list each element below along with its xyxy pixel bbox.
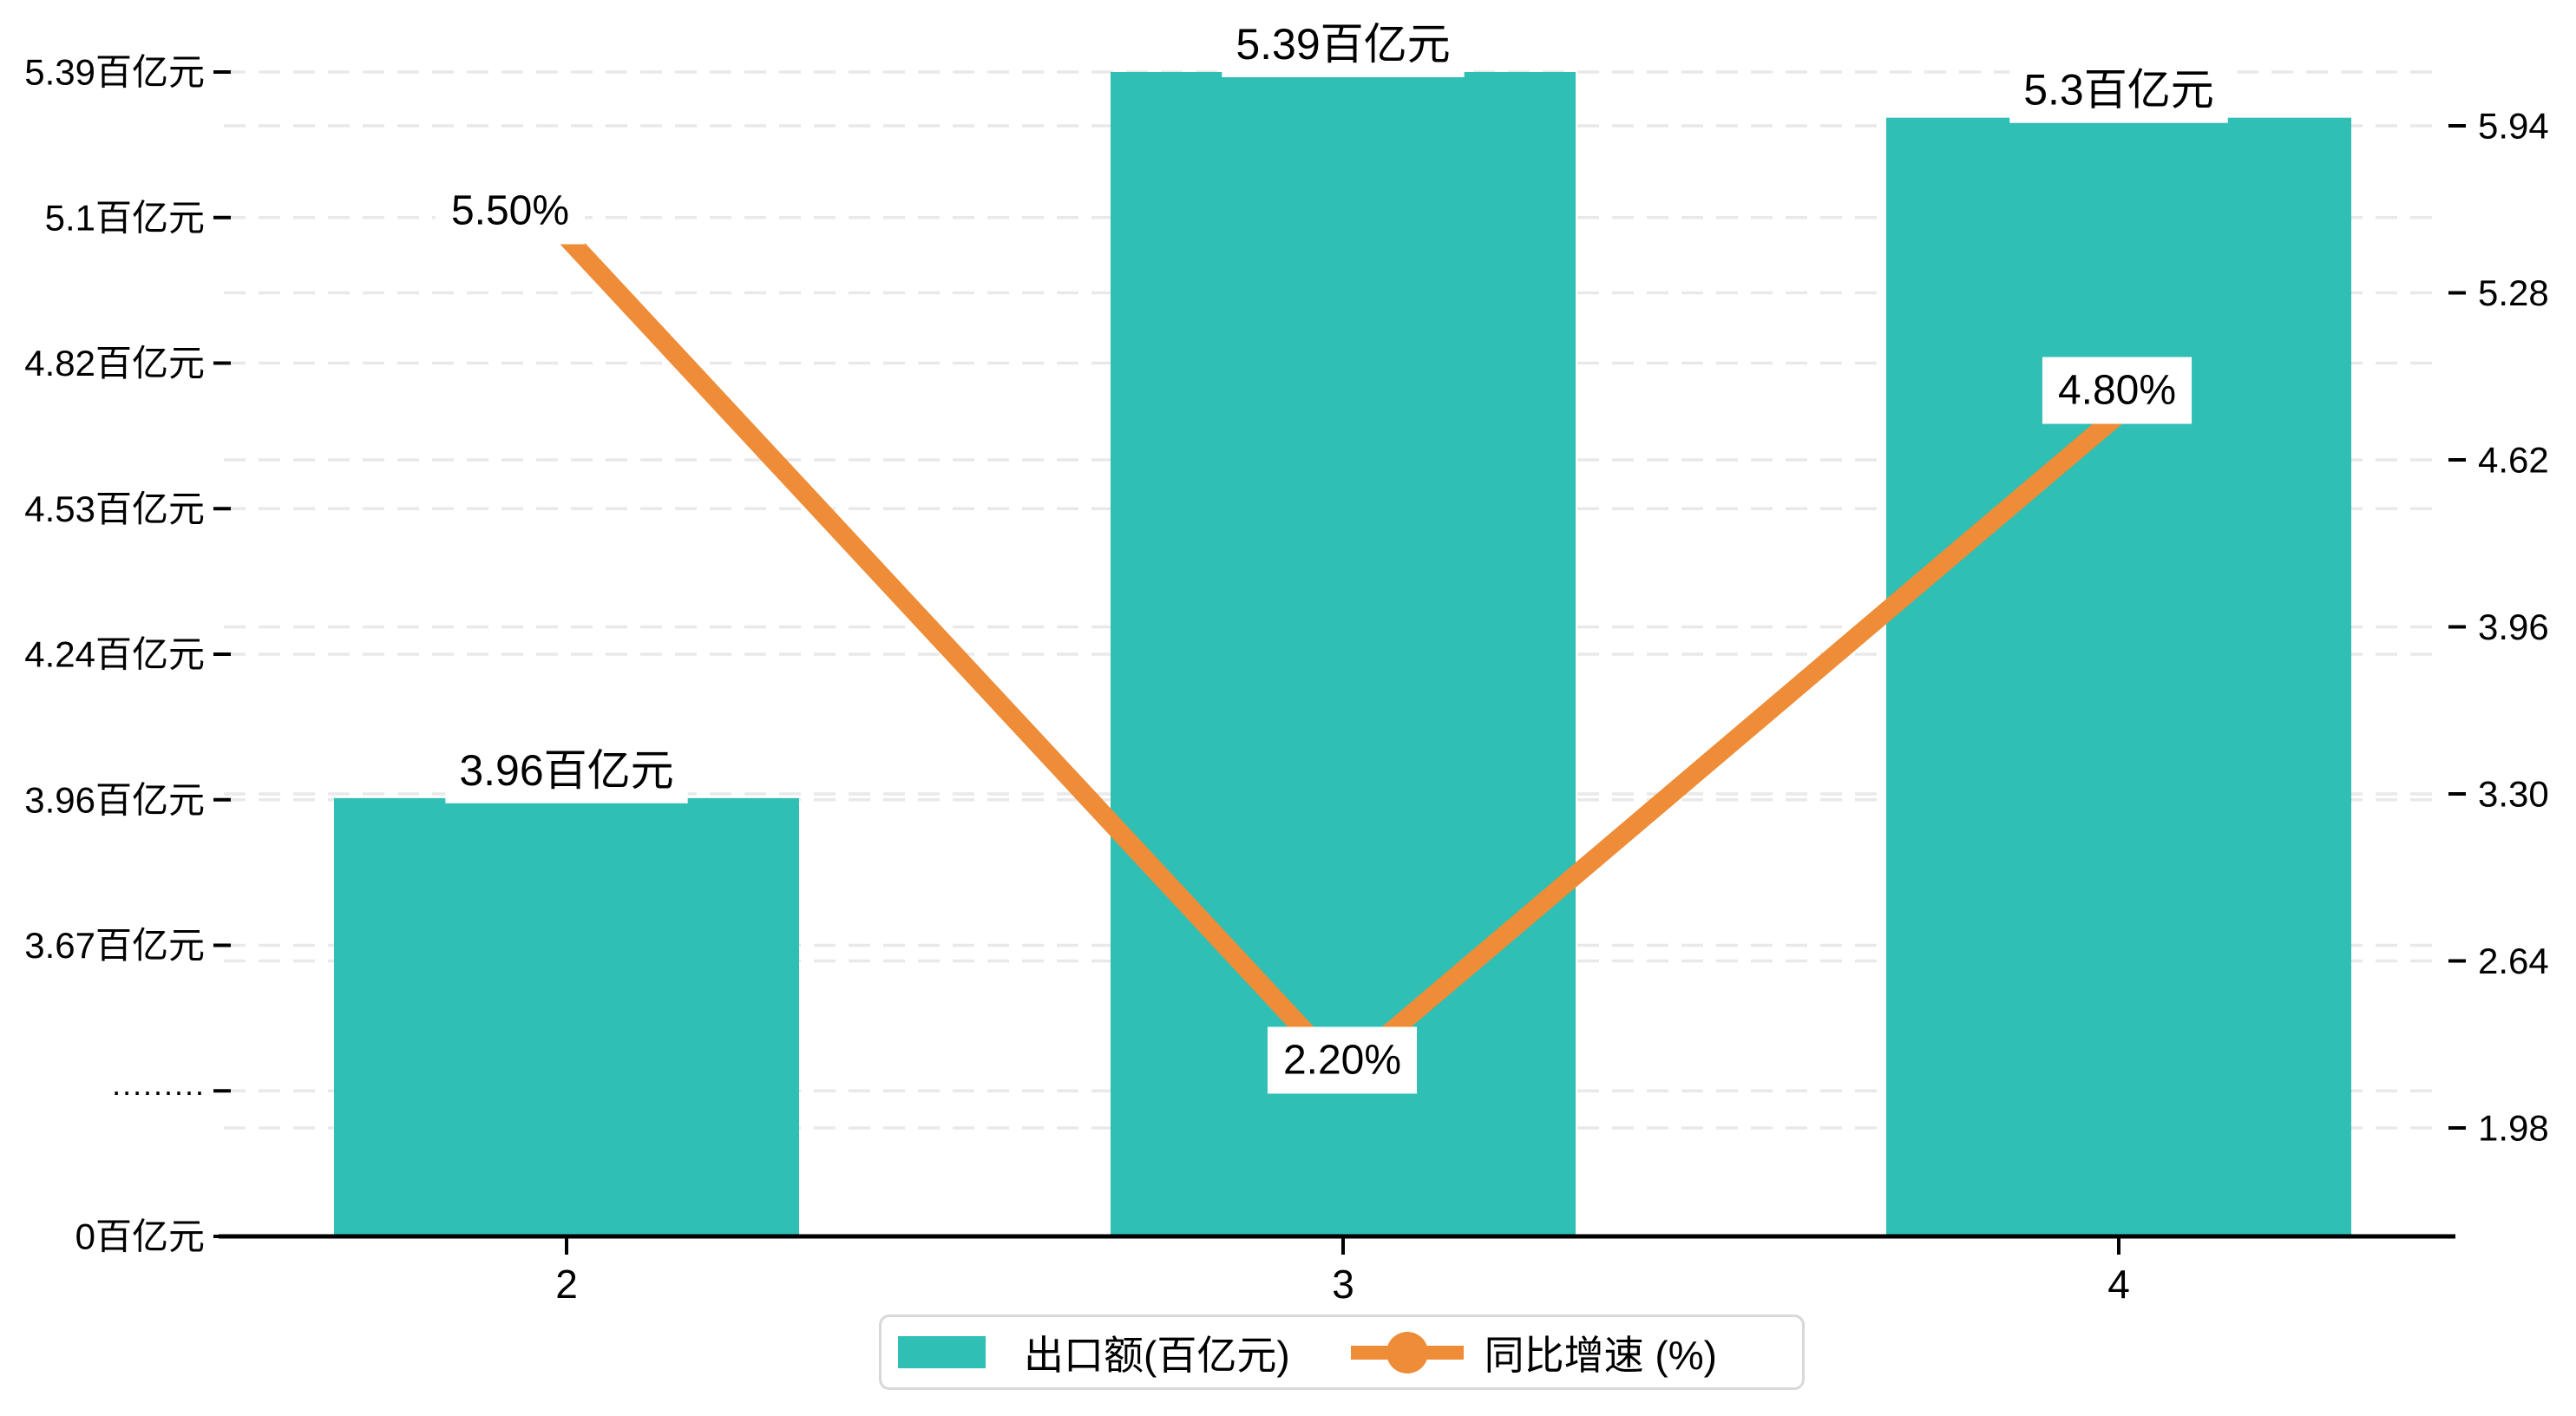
left-axis-tick-label: 4.24百亿元 bbox=[24, 634, 205, 675]
right-axis-tick-label: 4.62 bbox=[2478, 440, 2549, 481]
left-axis-tick-label: 4.53百亿元 bbox=[24, 488, 205, 529]
left-axis-tick-label: 4.82百亿元 bbox=[24, 343, 205, 384]
bar-4 bbox=[1886, 117, 2351, 1237]
bar-value-label: 3.96百亿元 bbox=[459, 746, 673, 795]
growth-value-label: 2.20% bbox=[1283, 1038, 1401, 1084]
right-axis-tick-label: 2.64 bbox=[2478, 941, 2549, 981]
bar-2 bbox=[334, 797, 799, 1236]
right-axis-tick-label: 3.96 bbox=[2478, 606, 2549, 647]
right-axis-tick-label: 5.28 bbox=[2478, 272, 2549, 313]
left-axis-tick-label: 3.67百亿元 bbox=[24, 925, 205, 966]
x-axis-tick-label: 2 bbox=[555, 1262, 578, 1307]
right-axis-tick-label: 5.94 bbox=[2478, 106, 2549, 147]
bar-value-label: 5.39百亿元 bbox=[1236, 20, 1450, 69]
left-axis-tick-label: ········· bbox=[111, 1073, 205, 1109]
bar-value-label-box bbox=[2009, 56, 2228, 123]
legend-line-label: 同比增速 (%) bbox=[1484, 1332, 1717, 1378]
bar-value-label-box bbox=[445, 737, 688, 803]
x-axis-tick-label: 4 bbox=[2107, 1262, 2130, 1307]
bar-value-label: 5.3百亿元 bbox=[2023, 66, 2214, 115]
legend-line-dot bbox=[1386, 1331, 1428, 1373]
growth-value-label-box bbox=[1267, 1026, 1418, 1094]
left-axis-tick-label: 3.96百亿元 bbox=[24, 779, 205, 820]
left-axis-tick-label: 0百亿元 bbox=[75, 1216, 205, 1257]
bar-value-label-box bbox=[1222, 11, 1465, 77]
legend-bar-swatch-icon bbox=[898, 1336, 986, 1368]
right-axis-tick-label: 3.30 bbox=[2478, 774, 2549, 815]
growth-value-label: 5.50% bbox=[451, 188, 569, 234]
legend-bar-label: 出口额(百亿元) bbox=[1024, 1332, 1290, 1378]
right-axis-tick-label: 1.98 bbox=[2478, 1108, 2549, 1149]
growth-value-label-box bbox=[2042, 357, 2193, 424]
legend: 出口额(百亿元) 同比增速 (%) bbox=[879, 1314, 1805, 1390]
growth-value-label-box bbox=[435, 177, 586, 245]
left-axis-tick-label: 5.1百亿元 bbox=[45, 197, 205, 238]
left-axis-tick-label: 5.39百亿元 bbox=[24, 52, 205, 93]
growth-value-label: 4.80% bbox=[2058, 368, 2176, 414]
legend-line-marker-icon bbox=[1350, 1330, 1464, 1375]
x-axis-tick-label: 3 bbox=[1332, 1262, 1354, 1307]
